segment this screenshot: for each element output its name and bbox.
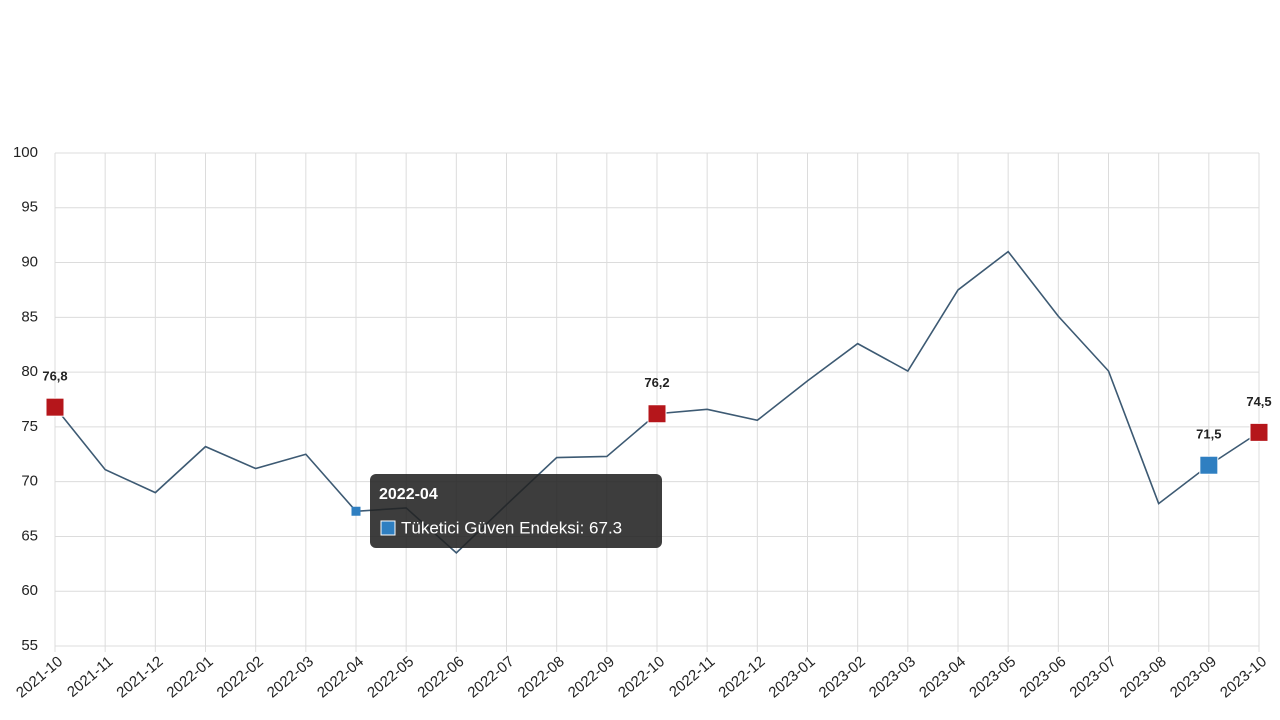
x-tick-label: 2023-09 xyxy=(1167,653,1220,701)
x-tick-label: 2022-12 xyxy=(715,653,768,701)
y-tick-label: 60 xyxy=(21,582,38,599)
data-label: 76,8 xyxy=(42,369,67,384)
tooltip-box xyxy=(370,474,662,548)
tooltip-swatch xyxy=(380,520,396,536)
x-tick-label: 2023-10 xyxy=(1217,653,1270,701)
x-tick-label: 2022-06 xyxy=(414,653,467,701)
x-tick-label: 2022-10 xyxy=(615,653,668,701)
y-tick-label: 65 xyxy=(21,527,38,544)
data-label: 76,2 xyxy=(644,375,669,390)
x-tick-label: 2022-04 xyxy=(314,653,367,701)
x-tick-label: 2022-08 xyxy=(515,653,568,701)
x-tick-label: 2023-02 xyxy=(816,653,869,701)
point-marker xyxy=(45,397,65,417)
x-tick-label: 2023-07 xyxy=(1067,653,1120,701)
x-tick-label: 2022-02 xyxy=(214,653,267,701)
point-marker xyxy=(647,404,667,424)
y-tick-label: 75 xyxy=(21,418,38,435)
x-tick-label: 2021-10 xyxy=(13,653,66,701)
y-tick-label: 70 xyxy=(21,473,38,490)
data-label: 71,5 xyxy=(1196,427,1221,442)
x-tick-label: 2023-08 xyxy=(1117,653,1170,701)
x-tick-label: 2023-06 xyxy=(1016,653,1069,701)
point-marker xyxy=(351,506,361,516)
y-tick-label: 100 xyxy=(13,144,38,161)
x-tick-label: 2022-11 xyxy=(666,653,718,701)
x-tick-label: 2022-03 xyxy=(264,653,317,701)
x-tick-label: 2022-09 xyxy=(565,653,618,701)
x-tick-label: 2023-04 xyxy=(916,653,969,701)
tooltip-title: 2022-04 xyxy=(379,486,438,503)
y-tick-label: 85 xyxy=(21,308,38,325)
point-marker xyxy=(1199,455,1219,475)
y-tick-label: 90 xyxy=(21,254,38,271)
tooltip: 2022-04 Tüketici Güven Endeksi: 67.3 xyxy=(370,474,662,548)
x-tick-label: 2022-05 xyxy=(364,653,417,701)
y-tick-label: 95 xyxy=(21,199,38,216)
point-marker xyxy=(1249,422,1269,442)
tooltip-text: Tüketici Güven Endeksi: 67.3 xyxy=(401,518,622,537)
y-tick-label: 55 xyxy=(21,637,38,654)
x-tick-label: 2022-07 xyxy=(465,653,518,701)
x-tick-label: 2023-01 xyxy=(766,653,819,701)
x-tick-label: 2023-03 xyxy=(866,653,919,701)
y-tick-label: 80 xyxy=(21,363,38,380)
x-tick-label: 2023-05 xyxy=(966,653,1019,701)
x-tick-label: 2021-12 xyxy=(113,653,166,701)
x-tick-label: 2021-11 xyxy=(64,653,116,701)
data-label: 74,5 xyxy=(1246,394,1271,409)
x-tick-label: 2022-01 xyxy=(164,653,217,701)
